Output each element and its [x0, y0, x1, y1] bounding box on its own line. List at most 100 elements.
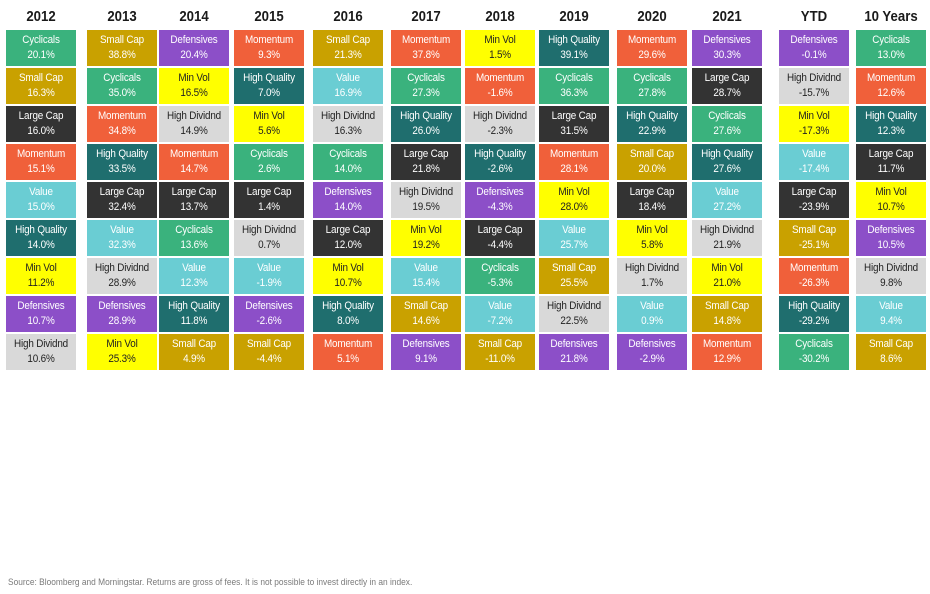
cell-factor-label: High Quality	[400, 110, 452, 122]
cell-return-value: 32.4%	[108, 201, 136, 213]
quilt-cell: Min Vol 16.5%	[159, 68, 229, 104]
cell-return-value: 27.3%	[412, 87, 440, 99]
quilt-cell: Defensives 21.8%	[539, 334, 609, 370]
quilt-cell: Small Cap 14.8%	[692, 296, 762, 332]
quilt-cell: Large Cap 11.7%	[856, 144, 926, 180]
quilt-cell: Value 16.9%	[313, 68, 383, 104]
quilt-cell: Large Cap -4.4%	[465, 220, 535, 256]
quilt-cell: Value 27.2%	[692, 182, 762, 218]
cell-factor-label: High Quality	[168, 300, 220, 312]
quilt-cell: Momentum -26.3%	[779, 258, 849, 294]
cell-factor-label: Min Vol	[798, 110, 830, 122]
quilt-cell: High Quality 27.6%	[692, 144, 762, 180]
quilt-cell: Large Cap 13.7%	[159, 182, 229, 218]
cell-factor-label: Value	[879, 300, 903, 312]
quilt-cell: Cyclicals 27.6%	[692, 106, 762, 142]
quilt-cell: Value 9.4%	[856, 296, 926, 332]
cell-factor-label: Momentum	[702, 338, 752, 350]
cell-return-value: 21.8%	[412, 163, 440, 175]
cell-factor-label: High Quality	[788, 300, 840, 312]
quilt-cell: Min Vol 19.2%	[391, 220, 461, 256]
cell-return-value: 12.9%	[713, 353, 741, 365]
cell-factor-label: Value	[29, 186, 53, 198]
cell-factor-label: Small Cap	[246, 338, 292, 350]
cell-factor-label: Momentum	[866, 72, 916, 84]
cell-factor-label: Min Vol	[558, 186, 590, 198]
cell-return-value: 5.1%	[337, 353, 359, 365]
quilt-cell: Momentum 37.8%	[391, 30, 461, 66]
quilt-cell: Momentum 29.6%	[617, 30, 687, 66]
cell-return-value: 38.8%	[108, 49, 136, 61]
quilt-cell: Defensives -2.6%	[234, 296, 304, 332]
quilt-cell: Momentum 12.6%	[856, 68, 926, 104]
cell-return-value: 13.7%	[180, 201, 208, 213]
quilt-cell: Momentum 12.9%	[692, 334, 762, 370]
column-header: YTD	[800, 8, 828, 25]
quilt-cell: High Dividnd -15.7%	[779, 68, 849, 104]
cell-factor-label: High Dividnd	[700, 224, 754, 236]
cell-factor-label: High Quality	[322, 300, 374, 312]
cell-return-value: -2.9%	[639, 353, 665, 365]
cell-return-value: 15.4%	[412, 277, 440, 289]
cell-factor-label: Momentum	[789, 262, 839, 274]
quilt-cell: Momentum -1.6%	[465, 68, 535, 104]
cell-return-value: 15.0%	[27, 201, 55, 213]
cell-factor-label: Cyclicals	[555, 72, 593, 84]
quilt-cell: Cyclicals 27.3%	[391, 68, 461, 104]
cell-factor-label: High Dividnd	[625, 262, 679, 274]
quilt-cell: Defensives -2.9%	[617, 334, 687, 370]
cell-return-value: 12.6%	[877, 87, 905, 99]
cell-factor-label: Cyclicals	[250, 148, 288, 160]
cell-factor-label: Small Cap	[403, 300, 449, 312]
cell-factor-label: High Quality	[96, 148, 148, 160]
cell-factor-label: Defensives	[628, 338, 676, 350]
quilt-cell: Defensives -0.1%	[779, 30, 849, 66]
cell-factor-label: Min Vol	[253, 110, 285, 122]
cell-return-value: 20.0%	[638, 163, 666, 175]
quilt-cell: Min Vol 11.2%	[6, 258, 76, 294]
cell-return-value: 20.4%	[180, 49, 208, 61]
cell-return-value: 34.8%	[108, 125, 136, 137]
cell-return-value: 28.0%	[560, 201, 588, 213]
column-header: 2021	[712, 8, 742, 25]
cell-factor-label: Large Cap	[629, 186, 675, 198]
quilt-cell: Small Cap -25.1%	[779, 220, 849, 256]
cell-factor-label: Value	[562, 224, 586, 236]
cell-return-value: -17.4%	[798, 163, 830, 175]
cell-factor-label: Small Cap	[171, 338, 217, 350]
cell-factor-label: Cyclicals	[103, 72, 141, 84]
cell-factor-label: High Quality	[865, 110, 917, 122]
column-header: 2014	[179, 8, 209, 25]
cell-factor-label: Value	[715, 186, 739, 198]
quilt-cell: Min Vol 5.8%	[617, 220, 687, 256]
quilt-cell: Large Cap 28.7%	[692, 68, 762, 104]
factor-returns-quilt: 2012 Cyclicals 20.1% Small Cap 16.3% Large Ca…	[6, 8, 926, 370]
cell-factor-label: Small Cap	[551, 262, 597, 274]
cell-factor-label: Momentum	[401, 34, 451, 46]
quilt-cell: Small Cap 38.8%	[87, 30, 157, 66]
quilt-cell: High Quality 12.3%	[856, 106, 926, 142]
cell-factor-label: High Dividnd	[167, 110, 221, 122]
cell-return-value: 22.5%	[560, 315, 588, 327]
cell-factor-label: Momentum	[627, 34, 677, 46]
quilt-cell: High Quality 14.0%	[6, 220, 76, 256]
quilt-cell: High Quality -29.2%	[779, 296, 849, 332]
column-header: 2018	[485, 8, 515, 25]
cell-return-value: 9.3%	[258, 49, 280, 61]
cell-factor-label: High Quality	[626, 110, 678, 122]
quilt-cell: Defensives 20.4%	[159, 30, 229, 66]
cell-factor-label: Value	[257, 262, 281, 274]
cell-return-value: 28.1%	[560, 163, 588, 175]
cell-factor-label: Min Vol	[711, 262, 743, 274]
cell-return-value: 21.3%	[334, 49, 362, 61]
cell-return-value: 21.0%	[713, 277, 741, 289]
cell-return-value: 14.0%	[334, 163, 362, 175]
quilt-cell: High Dividnd 0.7%	[234, 220, 304, 256]
cell-return-value: 37.8%	[412, 49, 440, 61]
cell-factor-label: Defensives	[402, 338, 450, 350]
cell-factor-label: Min Vol	[484, 34, 516, 46]
cell-return-value: 28.7%	[713, 87, 741, 99]
cell-factor-label: Small Cap	[477, 338, 523, 350]
cell-return-value: 19.2%	[412, 239, 440, 251]
cell-return-value: 1.4%	[258, 201, 280, 213]
